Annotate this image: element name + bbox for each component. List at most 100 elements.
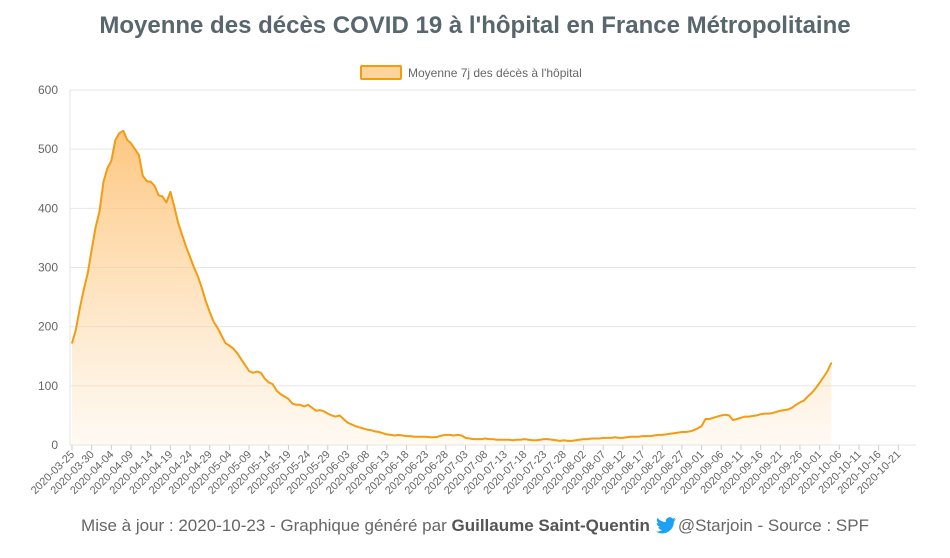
data-point <box>75 329 77 331</box>
data-point <box>563 439 565 441</box>
x-axis: 2020-03-252020-03-302020-04-042020-04-09… <box>29 449 904 497</box>
data-point <box>169 191 171 193</box>
data-point <box>358 426 360 428</box>
data-point <box>260 372 262 374</box>
data-point <box>618 437 620 439</box>
data-point <box>567 440 569 442</box>
data-point <box>457 434 459 436</box>
data-point <box>409 435 411 437</box>
data-point <box>154 185 156 187</box>
data-point <box>201 287 203 289</box>
data-point <box>264 378 266 380</box>
data-point <box>382 432 384 434</box>
data-point <box>272 383 274 385</box>
data-point <box>350 423 352 425</box>
y-tick-label: 200 <box>38 320 58 334</box>
data-point <box>405 435 408 437</box>
data-point <box>815 387 817 389</box>
data-point <box>118 132 120 134</box>
legend[interactable]: Moyenne 7j des décès à l'hôpital <box>360 65 582 80</box>
data-point <box>665 433 667 435</box>
data-point <box>653 434 656 437</box>
data-point <box>279 393 282 395</box>
data-point <box>626 436 628 438</box>
data-point <box>756 414 758 416</box>
data-point <box>586 438 589 440</box>
data-point <box>791 407 793 409</box>
data-point <box>413 436 415 438</box>
data-point <box>197 275 199 277</box>
data-point <box>728 414 730 416</box>
footer-prefix: Mise à jour : 2020-10-23 - Graphique gén… <box>81 516 452 535</box>
footer: Mise à jour : 2020-10-23 - Graphique gén… <box>0 516 950 539</box>
data-point <box>87 272 89 274</box>
data-point <box>795 404 797 406</box>
data-point <box>638 436 640 438</box>
y-tick-label: 100 <box>38 379 58 393</box>
data-point <box>590 437 593 440</box>
data-point <box>598 437 600 440</box>
data-point <box>516 439 518 441</box>
data-point <box>240 358 242 360</box>
legend-swatch <box>360 65 402 80</box>
data-point <box>374 430 376 432</box>
data-point <box>488 438 490 440</box>
data-point <box>535 439 537 441</box>
data-point <box>551 439 553 441</box>
data-point <box>531 439 534 441</box>
data-point <box>433 436 435 438</box>
data-point <box>740 417 742 419</box>
data-point <box>307 404 309 406</box>
data-point <box>685 431 687 433</box>
data-point <box>594 437 596 440</box>
data-point <box>736 418 738 420</box>
data-point <box>441 434 443 437</box>
data-point <box>472 438 474 440</box>
data-point <box>748 416 750 418</box>
data-point <box>512 439 514 441</box>
data-point <box>291 403 293 405</box>
data-point <box>224 342 227 344</box>
data-point <box>331 414 333 416</box>
data-point <box>492 438 494 440</box>
data-point <box>622 437 624 439</box>
data-point <box>539 439 541 441</box>
twitter-handle[interactable]: @Starjoin <box>677 516 753 535</box>
data-point <box>114 139 116 141</box>
data-point <box>177 222 179 224</box>
data-point <box>134 148 136 150</box>
data-point <box>582 438 585 440</box>
data-point <box>673 432 675 434</box>
data-point <box>425 436 427 438</box>
data-point <box>642 435 644 437</box>
data-point <box>354 425 356 427</box>
data-point <box>445 434 447 436</box>
data-point <box>283 395 286 398</box>
data-point <box>342 418 345 420</box>
data-point <box>704 418 707 420</box>
data-point <box>661 434 663 436</box>
data-point <box>508 439 510 441</box>
data-point <box>189 256 191 258</box>
data-point <box>327 413 329 415</box>
data-point <box>752 415 754 417</box>
data-point <box>98 210 101 212</box>
data-point <box>161 195 164 198</box>
data-point <box>732 419 734 421</box>
data-point <box>689 430 691 432</box>
data-point <box>378 431 380 433</box>
data-point <box>803 400 805 402</box>
data-point <box>102 181 105 183</box>
author-link[interactable]: Guillaume Saint-Quentin <box>451 516 650 535</box>
data-point <box>323 410 325 412</box>
data-point <box>630 436 632 438</box>
data-point <box>122 130 124 132</box>
data-point <box>287 398 289 400</box>
data-point <box>677 432 679 434</box>
data-point <box>823 376 825 378</box>
data-point <box>366 429 368 431</box>
data-point <box>468 437 470 440</box>
data-point <box>461 434 463 437</box>
data-point <box>315 410 317 412</box>
data-point <box>213 321 215 323</box>
